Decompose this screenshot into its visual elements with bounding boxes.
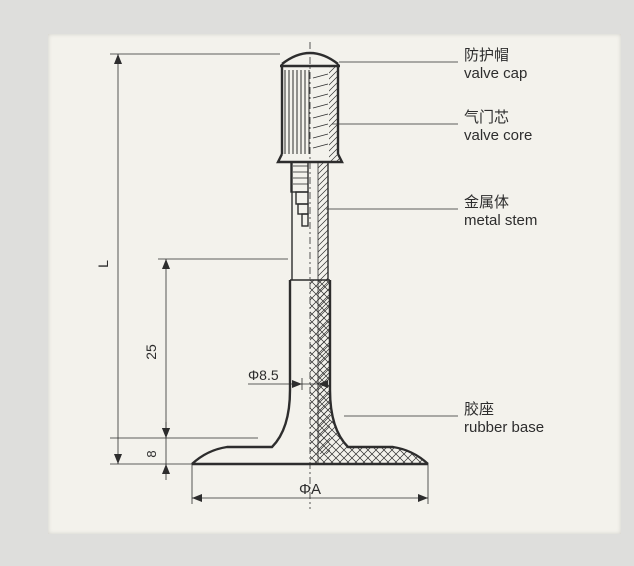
valve-core-body xyxy=(291,162,308,226)
dim-phiA-text: ΦA xyxy=(299,481,321,498)
dim-25: 25 xyxy=(143,259,170,438)
label-rubber-base: 胶座 rubber base xyxy=(344,401,544,436)
core-label-cn: 气门芯 xyxy=(464,109,509,126)
rubber-base-outline-r xyxy=(330,280,428,464)
label-valve-cap: 防护帽 valve cap xyxy=(339,47,527,82)
dim-8: 8 xyxy=(144,422,170,480)
dim-25-text: 25 xyxy=(143,344,159,360)
label-valve-core: 气门芯 valve core xyxy=(332,109,532,144)
dim-phi85-text: Φ8.5 xyxy=(248,367,279,383)
dim-8-text: 8 xyxy=(144,450,159,457)
dim-L-text: L xyxy=(95,260,111,268)
dim-phiA: ΦA xyxy=(192,464,428,504)
stem-label-en: metal stem xyxy=(464,212,537,229)
drawing-paper: 防护帽 valve cap 气门芯 valve core 金属体 metal s… xyxy=(48,34,621,534)
core-label-en: valve core xyxy=(464,127,532,144)
base-label-en: rubber base xyxy=(464,419,544,436)
drawing-svg: 防护帽 valve cap 气门芯 valve core 金属体 metal s… xyxy=(48,34,621,534)
cap-label-en: valve cap xyxy=(464,65,527,82)
stem-label-cn: 金属体 xyxy=(464,194,509,211)
dim-L: L xyxy=(95,54,122,464)
label-metal-stem: 金属体 metal stem xyxy=(326,194,537,229)
base-label-cn: 胶座 xyxy=(464,401,494,418)
page-root: 防护帽 valve cap 气门芯 valve core 金属体 metal s… xyxy=(0,0,634,566)
cap-label-cn: 防护帽 xyxy=(464,47,509,64)
